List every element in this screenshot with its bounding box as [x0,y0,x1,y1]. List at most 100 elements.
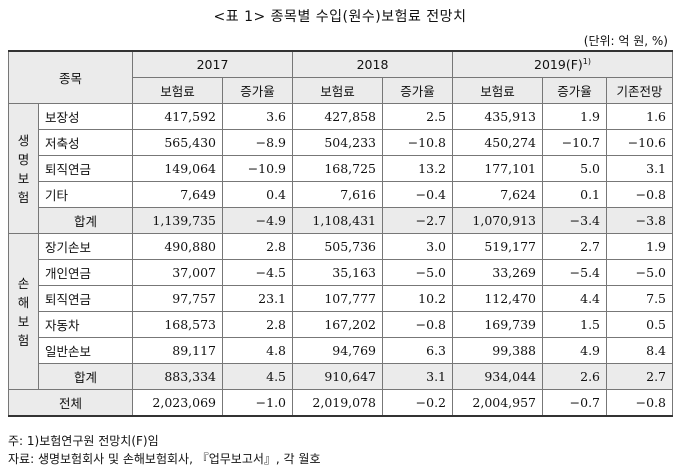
cell-value: 33,269 [452,259,544,286]
cell-value: 0.5 [606,311,674,338]
header-year-2019: 2019(F)1) [452,50,674,78]
table-row: 퇴직연금 149,064 −10.9 168,725 13.2 177,101 … [9,155,674,182]
row-item: 일반손보 [37,337,134,364]
row-item: 보장성 [37,103,134,130]
row-item: 합계 [37,363,134,390]
cell-value: 504,233 [292,129,384,156]
header-year-2018: 2018 [292,50,454,78]
header-growth-2017: 증가율 [222,77,294,104]
cell-value: −8.9 [222,129,294,156]
cell-value: 7,649 [132,181,224,208]
cell-value: 7,616 [292,181,384,208]
cell-value: 7.5 [606,285,674,312]
cell-value: −5.4 [542,259,608,286]
cell-value: 565,430 [132,129,224,156]
cell-value: 99,388 [452,337,544,364]
cell-value: 1.9 [542,103,608,130]
cell-value: −4.9 [222,207,294,234]
cell-value: 1,139,735 [132,207,224,234]
notes: 주: 1)보험연구원 전망치(F)임 자료: 생명보험회사 및 손해보험회사, … [8,432,320,468]
cell-value: 0.4 [222,181,294,208]
row-item: 퇴직연금 [37,155,134,182]
cell-value: 2.7 [606,363,674,390]
table-row: 저축성 565,430 −8.9 504,233 −10.8 450,274 −… [9,129,674,156]
cell-value: 4.5 [222,363,294,390]
footnote: 주: 1)보험연구원 전망치(F)임 [8,434,159,448]
cell-value: −10.8 [382,129,454,156]
header-item: 종목 [7,50,134,104]
header-growth-2018: 증가율 [382,77,454,104]
header-premium-2018: 보험료 [292,77,384,104]
table-row: 퇴직연금 97,757 23.1 107,777 10.2 112,470 4.… [9,285,674,312]
cell-value: 6.3 [382,337,454,364]
cell-value: 168,573 [132,311,224,338]
cell-value: 5.0 [542,155,608,182]
cell-value: 2.8 [222,311,294,338]
cell-value: −3.4 [542,207,608,234]
cell-value: 2.6 [542,363,608,390]
cell-value: 435,913 [452,103,544,130]
cell-value: 519,177 [452,233,544,260]
table-row: 자동차 168,573 2.8 167,202 −0.8 169,739 1.5… [9,311,674,338]
cell-value: 2,023,069 [132,389,224,417]
cell-value: 450,274 [452,129,544,156]
header-year-2017: 2017 [132,50,294,78]
cell-value: 7,624 [452,181,544,208]
cell-value: 3.1 [606,155,674,182]
cell-value: 1.6 [606,103,674,130]
cell-value: 23.1 [222,285,294,312]
cell-value: 427,858 [292,103,384,130]
cell-value: −0.8 [382,311,454,338]
cell-value: 505,736 [292,233,384,260]
table-row-grand-total: 전체 2,023,069 −1.0 2,019,078 −0.2 2,004,9… [7,389,674,417]
cell-value: 934,044 [452,363,544,390]
row-item: 전체 [7,389,134,417]
cell-value: 13.2 [382,155,454,182]
cell-value: 910,647 [292,363,384,390]
cell-value: 4.9 [542,337,608,364]
unit-label: (단위: 억 원, %) [583,34,668,48]
cell-value: 167,202 [292,311,384,338]
cell-value: 1.5 [542,311,608,338]
cell-value: −5.0 [382,259,454,286]
cell-value: 883,334 [132,363,224,390]
cell-value: 0.1 [542,181,608,208]
cell-value: 168,725 [292,155,384,182]
cell-value: 3.1 [382,363,454,390]
table-row: 일반손보 89,117 4.8 94,769 6.3 99,388 4.9 8.… [9,337,674,364]
table-row-subtotal: 합계 1,139,735 −4.9 1,108,431 −2.7 1,070,9… [9,207,674,234]
cell-value: −10.7 [542,129,608,156]
cell-value: 2.8 [222,233,294,260]
cell-value: 107,777 [292,285,384,312]
cell-value: −0.2 [382,389,454,417]
cell-value: −3.8 [606,207,674,234]
cell-value: −0.4 [382,181,454,208]
cell-value: 3.6 [222,103,294,130]
table-row-subtotal: 합계 883,334 4.5 910,647 3.1 934,044 2.6 2… [9,363,674,390]
cell-value: 112,470 [452,285,544,312]
header-premium-2017: 보험료 [132,77,224,104]
cell-value: 417,592 [132,103,224,130]
header-premium-2019: 보험료 [452,77,544,104]
cell-value: 169,739 [452,311,544,338]
cell-value: 2,019,078 [292,389,384,417]
row-item: 장기손보 [37,233,134,260]
cell-value: −0.8 [606,389,674,417]
cell-value: 149,064 [132,155,224,182]
source-note: 자료: 생명보험회사 및 손해보험회사, 『업무보고서』, 각 월호 [8,452,321,466]
cell-value: 2.7 [542,233,608,260]
cell-value: 94,769 [292,337,384,364]
cell-value: −5.0 [606,259,674,286]
cell-value: 89,117 [132,337,224,364]
cell-value: −10.9 [222,155,294,182]
row-item: 퇴직연금 [37,285,134,312]
cell-value: 10.2 [382,285,454,312]
cell-value: 1.9 [606,233,674,260]
cell-value: −1.0 [222,389,294,417]
table-title: <표 1> 종목별 수입(원수)보험료 전망치 [213,9,467,25]
cell-value: 37,007 [132,259,224,286]
